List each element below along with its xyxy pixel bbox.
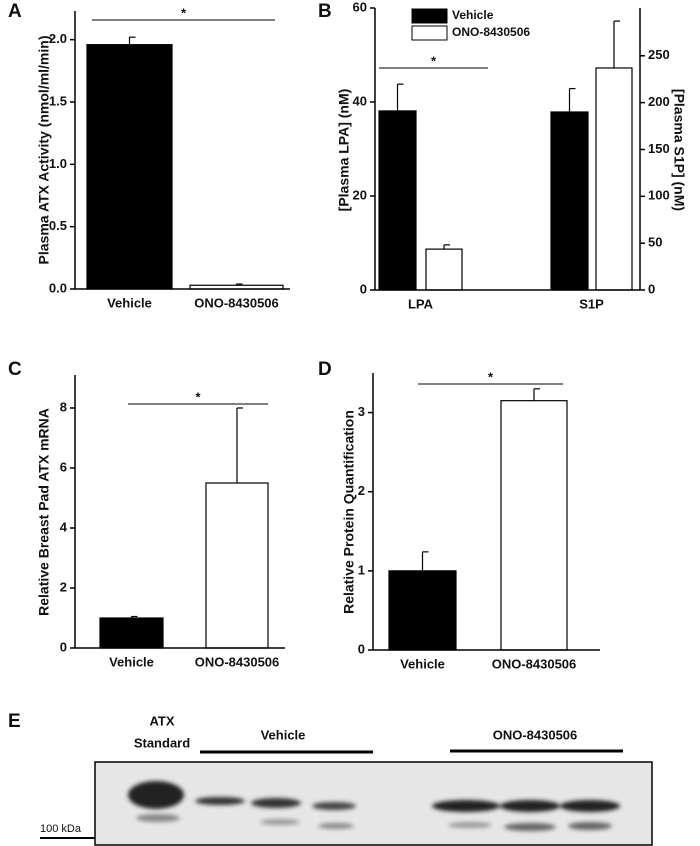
y-tick-label: 0.5	[49, 218, 67, 233]
x-tick-label: ONO-8430506	[195, 654, 280, 669]
y-tick-label: 1	[358, 562, 365, 577]
bar	[595, 67, 633, 291]
y-tick-label: 60	[353, 0, 367, 14]
y-tick-label: 150	[648, 141, 670, 156]
y-axis-label: Relative Protein Quantification	[341, 410, 357, 614]
y2-axis-label: [Plasma S1P] (nM)	[671, 89, 687, 211]
y-tick-label: 50	[648, 235, 662, 250]
y-tick-label: 4	[60, 519, 68, 534]
legend-label: ONO-8430506	[452, 25, 530, 39]
y-tick-label: 0	[360, 281, 367, 296]
lane-label: Standard	[134, 735, 190, 750]
x-tick-label: Vehicle	[107, 295, 152, 310]
panel-letter: B	[318, 1, 332, 22]
marker-label: 100 kDa	[40, 823, 82, 835]
panel-letter: A	[8, 1, 22, 22]
x-tick-label: S1P	[579, 296, 604, 311]
y-tick-label: 2.0	[49, 31, 67, 46]
y-tick-label: 200	[648, 94, 670, 109]
x-tick-label: Vehicle	[109, 654, 154, 669]
y-tick-label: 6	[60, 459, 67, 474]
x-tick-label: ONO-8430506	[492, 656, 577, 671]
y-tick-label: 0	[648, 281, 655, 296]
y-tick-label: 0	[358, 641, 365, 656]
x-tick-label: Vehicle	[400, 656, 445, 671]
y-tick-label: 20	[353, 187, 367, 202]
bar	[425, 248, 463, 291]
y-tick-label: 100	[648, 188, 670, 203]
x-tick-label: LPA	[408, 296, 434, 311]
panel-letter: D	[318, 359, 332, 380]
y-tick-label: 3	[358, 404, 365, 419]
lane-label: ATX	[149, 713, 174, 728]
group-label: Vehicle	[261, 727, 306, 742]
y-tick-label: 8	[60, 399, 67, 414]
panel-letter: E	[8, 711, 21, 732]
y-tick-label: 250	[648, 47, 670, 62]
blot-bands	[128, 781, 620, 831]
bar	[205, 482, 269, 649]
significance-mark: *	[195, 389, 201, 404]
y-axis-label: Plasma ATX Activity (nmol/ml/min)	[36, 36, 52, 265]
y-tick-label: 40	[353, 93, 367, 108]
bar	[86, 44, 173, 290]
legend-label: Vehicle	[452, 8, 494, 22]
y-tick-label: 1.0	[49, 156, 67, 171]
y-tick-label: 2	[60, 579, 67, 594]
panel-letter: C	[8, 359, 22, 380]
x-tick-label: ONO-8430506	[194, 295, 279, 310]
legend-swatch	[411, 25, 448, 41]
significance-mark: *	[181, 5, 187, 20]
group-label: ONO-8430506	[493, 727, 578, 742]
blot-image	[94, 761, 653, 846]
bar	[99, 617, 164, 649]
y-axis-label: [Plasma LPA] (nM)	[336, 89, 352, 212]
bar	[550, 111, 589, 291]
y-tick-label: 2	[358, 483, 365, 498]
significance-mark: *	[488, 369, 494, 384]
legend-swatch	[411, 8, 448, 24]
y-axis-label: Relative Breast Pad ATX mRNA	[36, 408, 52, 616]
y-tick-label: 0.0	[49, 280, 67, 295]
bar	[378, 110, 417, 291]
bar	[388, 570, 457, 651]
y-tick-label: 1.5	[49, 93, 67, 108]
bar	[500, 400, 568, 651]
significance-mark: *	[431, 53, 437, 68]
y-tick-label: 0	[60, 639, 67, 654]
